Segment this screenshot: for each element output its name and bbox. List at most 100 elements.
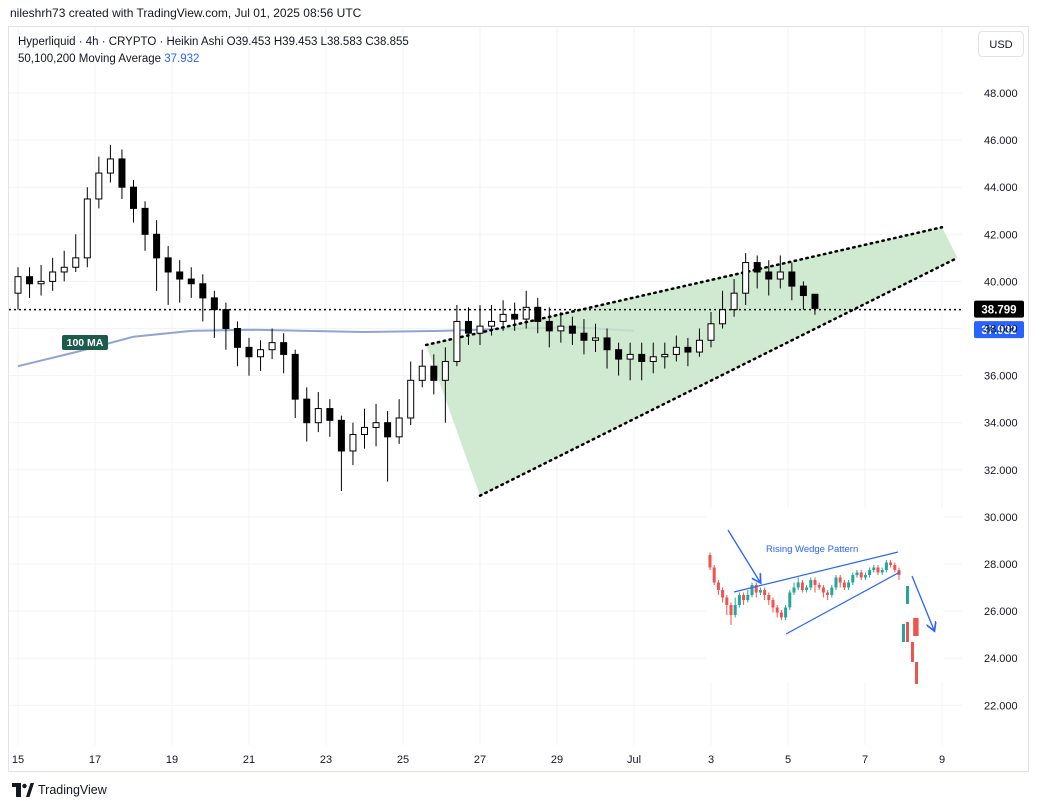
candle[interactable] — [580, 319, 588, 355]
candle[interactable] — [418, 349, 426, 388]
candle-body — [626, 353, 634, 360]
candle[interactable] — [765, 260, 773, 296]
inset-candle — [716, 580, 720, 595]
candle[interactable] — [603, 328, 611, 369]
candle[interactable] — [176, 260, 184, 303]
candle[interactable] — [268, 328, 276, 360]
candle[interactable] — [811, 293, 819, 315]
candle[interactable] — [130, 180, 137, 223]
candle[interactable] — [233, 321, 241, 367]
candle[interactable] — [395, 399, 403, 444]
symbol-legend[interactable]: Hyperliquid · 4h · CRYPTO · Heikin Ashi … — [18, 36, 409, 48]
candle[interactable] — [453, 304, 461, 367]
candle-body — [407, 379, 415, 419]
candle[interactable] — [488, 304, 496, 336]
candle[interactable] — [83, 187, 91, 268]
time-axis: 15 17 19 21 23 25 27 29 Jul 3 5 7 9 — [12, 754, 945, 766]
candle[interactable] — [799, 281, 807, 310]
candle[interactable] — [314, 392, 322, 433]
candle[interactable] — [60, 250, 68, 282]
price-axis: 48.000 46.000 44.000 42.000 40.000 38.000 36.0… — [984, 88, 1018, 712]
time-tick-label: 19 — [166, 754, 178, 766]
currency-button[interactable]: USD — [978, 31, 1024, 57]
candle[interactable] — [568, 316, 576, 345]
candle[interactable] — [49, 257, 57, 291]
candle[interactable] — [187, 267, 195, 298]
candle[interactable] — [407, 361, 415, 426]
inset-candle — [771, 597, 775, 613]
candle[interactable] — [638, 342, 646, 381]
time-tick-label: 25 — [397, 754, 409, 766]
candle[interactable] — [141, 201, 149, 251]
inset-candle — [872, 565, 876, 573]
candle[interactable] — [672, 335, 680, 362]
candle[interactable] — [37, 264, 45, 296]
wedge-fill — [426, 227, 958, 496]
candle-body — [649, 356, 657, 362]
candle[interactable] — [349, 422, 357, 466]
inset-candle — [876, 565, 880, 575]
inset-candle — [889, 560, 893, 568]
price-tick-label: 30.000 — [984, 512, 1018, 524]
candle-body — [522, 306, 530, 320]
candle[interactable] — [615, 342, 623, 376]
candle[interactable] — [464, 307, 472, 345]
candle[interactable] — [95, 156, 103, 209]
candle[interactable] — [26, 267, 34, 298]
candle[interactable] — [788, 262, 796, 301]
candle-body — [372, 422, 380, 428]
candle[interactable] — [164, 246, 172, 305]
candle[interactable] — [245, 337, 253, 376]
candle[interactable] — [592, 323, 599, 353]
candle[interactable] — [499, 300, 507, 331]
inset-tail-body — [915, 662, 918, 684]
chart-frame — [8, 26, 1029, 772]
candle[interactable] — [280, 333, 288, 374]
candle[interactable] — [522, 290, 530, 329]
candle-body — [695, 339, 703, 353]
candle[interactable] — [384, 410, 392, 482]
rising-wedge-annotation — [424, 225, 959, 497]
inset-candle-body — [889, 562, 893, 565]
candle[interactable] — [14, 267, 22, 310]
candle[interactable] — [545, 307, 553, 348]
candle[interactable] — [476, 304, 484, 345]
brand-logo[interactable]: TradingView — [12, 783, 107, 797]
candle[interactable] — [534, 297, 542, 334]
candle[interactable] — [361, 408, 368, 449]
inset-candle — [893, 562, 897, 573]
indicator-legend[interactable]: 50,100,200 Moving Average 37.932 — [18, 53, 199, 65]
candle[interactable] — [742, 253, 750, 305]
ma-100-tag[interactable]: 100 MA — [62, 335, 108, 350]
candle[interactable] — [684, 337, 692, 367]
candle[interactable] — [303, 387, 311, 442]
inset-candle — [884, 560, 888, 573]
inset-candle-body — [809, 580, 813, 588]
candle[interactable] — [430, 354, 438, 395]
candle[interactable] — [118, 149, 126, 199]
indicator-name: 50,100,200 Moving Average — [18, 53, 162, 65]
candle[interactable] — [372, 403, 380, 447]
candle[interactable] — [441, 347, 449, 423]
candle[interactable] — [695, 328, 703, 357]
candle[interactable] — [719, 290, 727, 329]
candle-body — [395, 417, 403, 438]
candle[interactable] — [557, 312, 565, 343]
candle[interactable] — [649, 342, 657, 374]
candle[interactable] — [291, 349, 299, 418]
candle[interactable] — [626, 342, 634, 381]
candle[interactable] — [199, 274, 207, 322]
inset-candle — [851, 572, 855, 585]
candle[interactable] — [776, 255, 784, 289]
candle[interactable] — [753, 255, 761, 289]
candle[interactable] — [661, 342, 669, 369]
candle[interactable] — [257, 340, 265, 371]
candle[interactable] — [511, 302, 519, 331]
candle[interactable] — [707, 312, 715, 348]
candle[interactable] — [153, 220, 161, 291]
candle[interactable] — [72, 234, 80, 272]
candle[interactable] — [337, 415, 345, 491]
candle[interactable] — [326, 399, 334, 437]
candle[interactable] — [106, 144, 114, 183]
